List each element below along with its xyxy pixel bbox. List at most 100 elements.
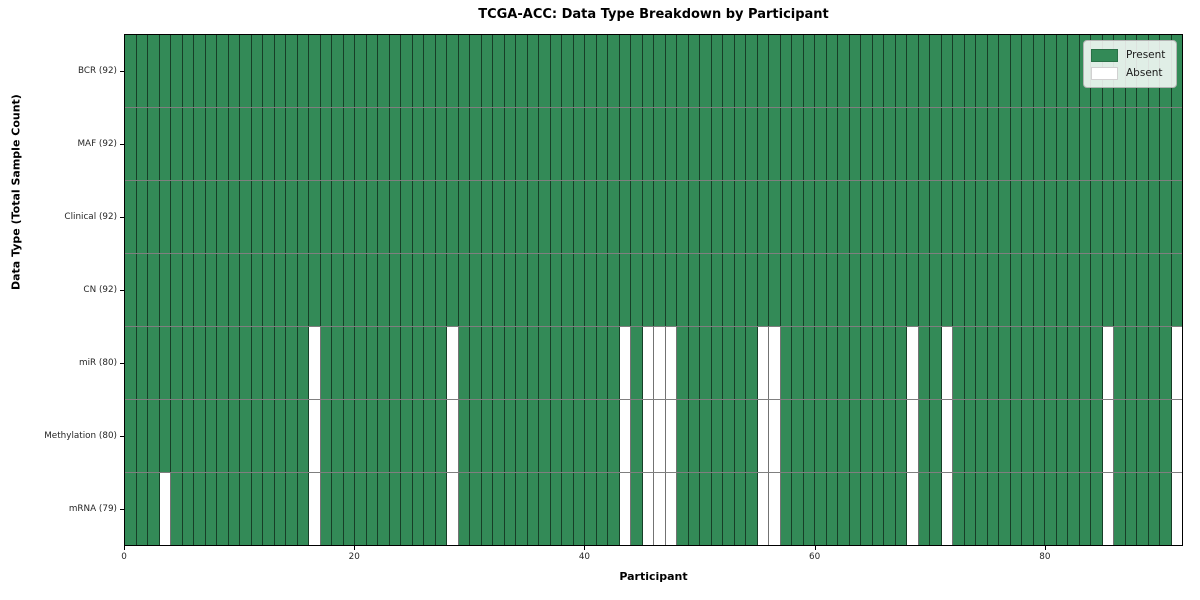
x-tick-label: 0 [121, 552, 127, 562]
heatmap-cell [838, 327, 850, 399]
heatmap-cell [746, 473, 758, 545]
heatmap-cell [964, 35, 976, 107]
heatmap-cell [378, 400, 390, 472]
heatmap-cell [355, 35, 367, 107]
heatmap-cell [527, 108, 539, 180]
heatmap-cell [746, 400, 758, 472]
heatmap-cell [171, 35, 183, 107]
heatmap-cell [1068, 473, 1080, 545]
heatmap-cell [677, 473, 689, 545]
heatmap-cell [343, 35, 355, 107]
heatmap-cell [228, 181, 240, 253]
heatmap-cell [711, 400, 723, 472]
heatmap-cell [1114, 181, 1126, 253]
heatmap-cell [688, 35, 700, 107]
heatmap-cell [1171, 181, 1182, 253]
heatmap-cell [665, 108, 677, 180]
heatmap-cell [999, 35, 1011, 107]
heatmap-cell [642, 473, 654, 545]
heatmap-cell [769, 327, 781, 399]
heatmap-cell [205, 35, 217, 107]
heatmap-cell [803, 108, 815, 180]
heatmap-cell [297, 108, 309, 180]
heatmap-cell [596, 254, 608, 326]
heatmap-cell [228, 254, 240, 326]
heatmap-cell [941, 181, 953, 253]
heatmap-cell [872, 254, 884, 326]
heatmap-cell [205, 254, 217, 326]
heatmap-cell [562, 181, 574, 253]
heatmap-cell [573, 108, 585, 180]
heatmap-cell [631, 108, 643, 180]
heatmap-cell [573, 400, 585, 472]
heatmap-cell [286, 473, 298, 545]
heatmap-cell [493, 327, 505, 399]
heatmap-cell [1022, 35, 1034, 107]
heatmap-cell [136, 254, 148, 326]
x-tick-mark [814, 546, 816, 550]
heatmap-cell [435, 327, 447, 399]
heatmap-row-miR [125, 327, 1182, 400]
heatmap-cell [447, 327, 459, 399]
heatmap-cell [688, 181, 700, 253]
heatmap-cell [401, 35, 413, 107]
heatmap-cell [746, 327, 758, 399]
heatmap-cell [1045, 181, 1057, 253]
heatmap-cell [746, 108, 758, 180]
heatmap-cell [1068, 400, 1080, 472]
heatmap-cell [205, 327, 217, 399]
heatmap-cell [171, 254, 183, 326]
heatmap-cell [608, 473, 620, 545]
heatmap-cell [608, 400, 620, 472]
heatmap-cell [619, 400, 631, 472]
heatmap-cell [930, 473, 942, 545]
legend-label: Absent [1126, 67, 1163, 79]
heatmap-cell [1079, 400, 1091, 472]
heatmap-cell [677, 35, 689, 107]
heatmap-cell [918, 181, 930, 253]
heatmap-cell [757, 254, 769, 326]
heatmap-cell [424, 400, 436, 472]
heatmap-cell [435, 254, 447, 326]
heatmap-cell [1022, 327, 1034, 399]
heatmap-cell [619, 254, 631, 326]
heatmap-cell [907, 35, 919, 107]
heatmap-cell [665, 35, 677, 107]
heatmap-cell [527, 254, 539, 326]
heatmap-cell [619, 473, 631, 545]
heatmap-cell [930, 181, 942, 253]
heatmap-cell [343, 181, 355, 253]
heatmap-cell [826, 327, 838, 399]
heatmap-cell [539, 400, 551, 472]
heatmap-cell [757, 181, 769, 253]
legend-label: Present [1126, 49, 1166, 61]
heatmap-cell [493, 473, 505, 545]
heatmap-cell [1137, 400, 1149, 472]
heatmap-cell [205, 473, 217, 545]
heatmap-cell [953, 254, 965, 326]
heatmap-cell [964, 181, 976, 253]
heatmap-cell [251, 35, 263, 107]
heatmap-cell [136, 108, 148, 180]
heatmap-cell [1137, 108, 1149, 180]
heatmap-cell [182, 473, 194, 545]
heatmap-cell [723, 473, 735, 545]
heatmap-cell [1148, 473, 1160, 545]
heatmap-cell [343, 473, 355, 545]
heatmap-cell [481, 254, 493, 326]
heatmap-cell [355, 254, 367, 326]
heatmap-cell [1137, 327, 1149, 399]
heatmap-cell [228, 327, 240, 399]
heatmap-cell [527, 473, 539, 545]
heatmap-cell [217, 473, 229, 545]
heatmap-cell [274, 181, 286, 253]
heatmap-cell [401, 400, 413, 472]
heatmap-cell [631, 35, 643, 107]
heatmap-cell [619, 35, 631, 107]
heatmap-cell [217, 400, 229, 472]
heatmap-cell [780, 108, 792, 180]
heatmap-cell [125, 327, 137, 399]
heatmap-cell [803, 254, 815, 326]
heatmap-cell [493, 254, 505, 326]
heatmap-cell [493, 35, 505, 107]
